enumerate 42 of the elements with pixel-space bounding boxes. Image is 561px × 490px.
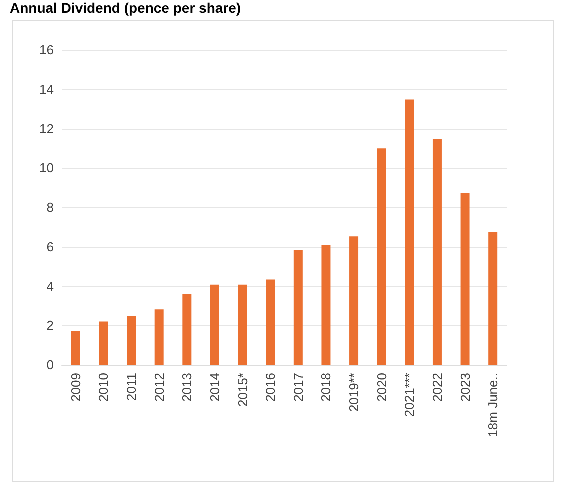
bar <box>350 236 359 365</box>
bar <box>71 330 80 365</box>
x-tick-label: 2009 <box>68 373 84 402</box>
bar <box>322 245 331 365</box>
y-tick-label: 2 <box>46 318 54 334</box>
x-tick-label: 2013 <box>180 373 195 402</box>
y-tick-label: 12 <box>40 121 54 136</box>
bar <box>377 148 386 365</box>
chart-title: Annual Dividend (pence per share) <box>10 0 242 16</box>
y-tick-label: 10 <box>40 160 54 176</box>
bar <box>154 310 164 365</box>
bar <box>294 250 303 365</box>
x-tick-label: 2021*** <box>402 373 418 418</box>
x-tick-label: 2015* <box>235 373 250 407</box>
bar <box>238 284 248 365</box>
bar <box>405 100 414 365</box>
x-tick-label: 2023 <box>458 373 473 402</box>
x-tick-label: 2012 <box>152 373 167 402</box>
x-tick-label: 2019** <box>346 373 362 412</box>
bar <box>460 193 470 365</box>
bar <box>99 322 108 365</box>
bar <box>488 232 498 365</box>
x-tick-label: 2016 <box>263 373 278 402</box>
y-tick-label: 14 <box>40 82 54 97</box>
y-tick-label: 4 <box>46 278 54 294</box>
x-tick-label: 2011 <box>124 373 140 401</box>
x-tick-label: 2018 <box>318 373 334 402</box>
x-tick-label: 2022 <box>430 373 445 402</box>
x-tick-label: 2020 <box>374 373 390 402</box>
bar <box>266 280 276 365</box>
x-tick-label: 18m June.. <box>486 373 501 438</box>
bar <box>127 316 136 365</box>
x-tick-label: 2014 <box>207 373 222 402</box>
bar <box>210 284 220 365</box>
y-tick-label: 16 <box>40 42 54 58</box>
y-tick-label: 6 <box>46 239 54 254</box>
y-tick-label: 8 <box>46 200 54 215</box>
bar <box>182 294 192 365</box>
x-tick-label: 2010 <box>96 373 112 402</box>
x-tick-label: 2017 <box>290 373 306 402</box>
bar <box>432 139 442 365</box>
y-tick-label: 0 <box>46 358 54 372</box>
